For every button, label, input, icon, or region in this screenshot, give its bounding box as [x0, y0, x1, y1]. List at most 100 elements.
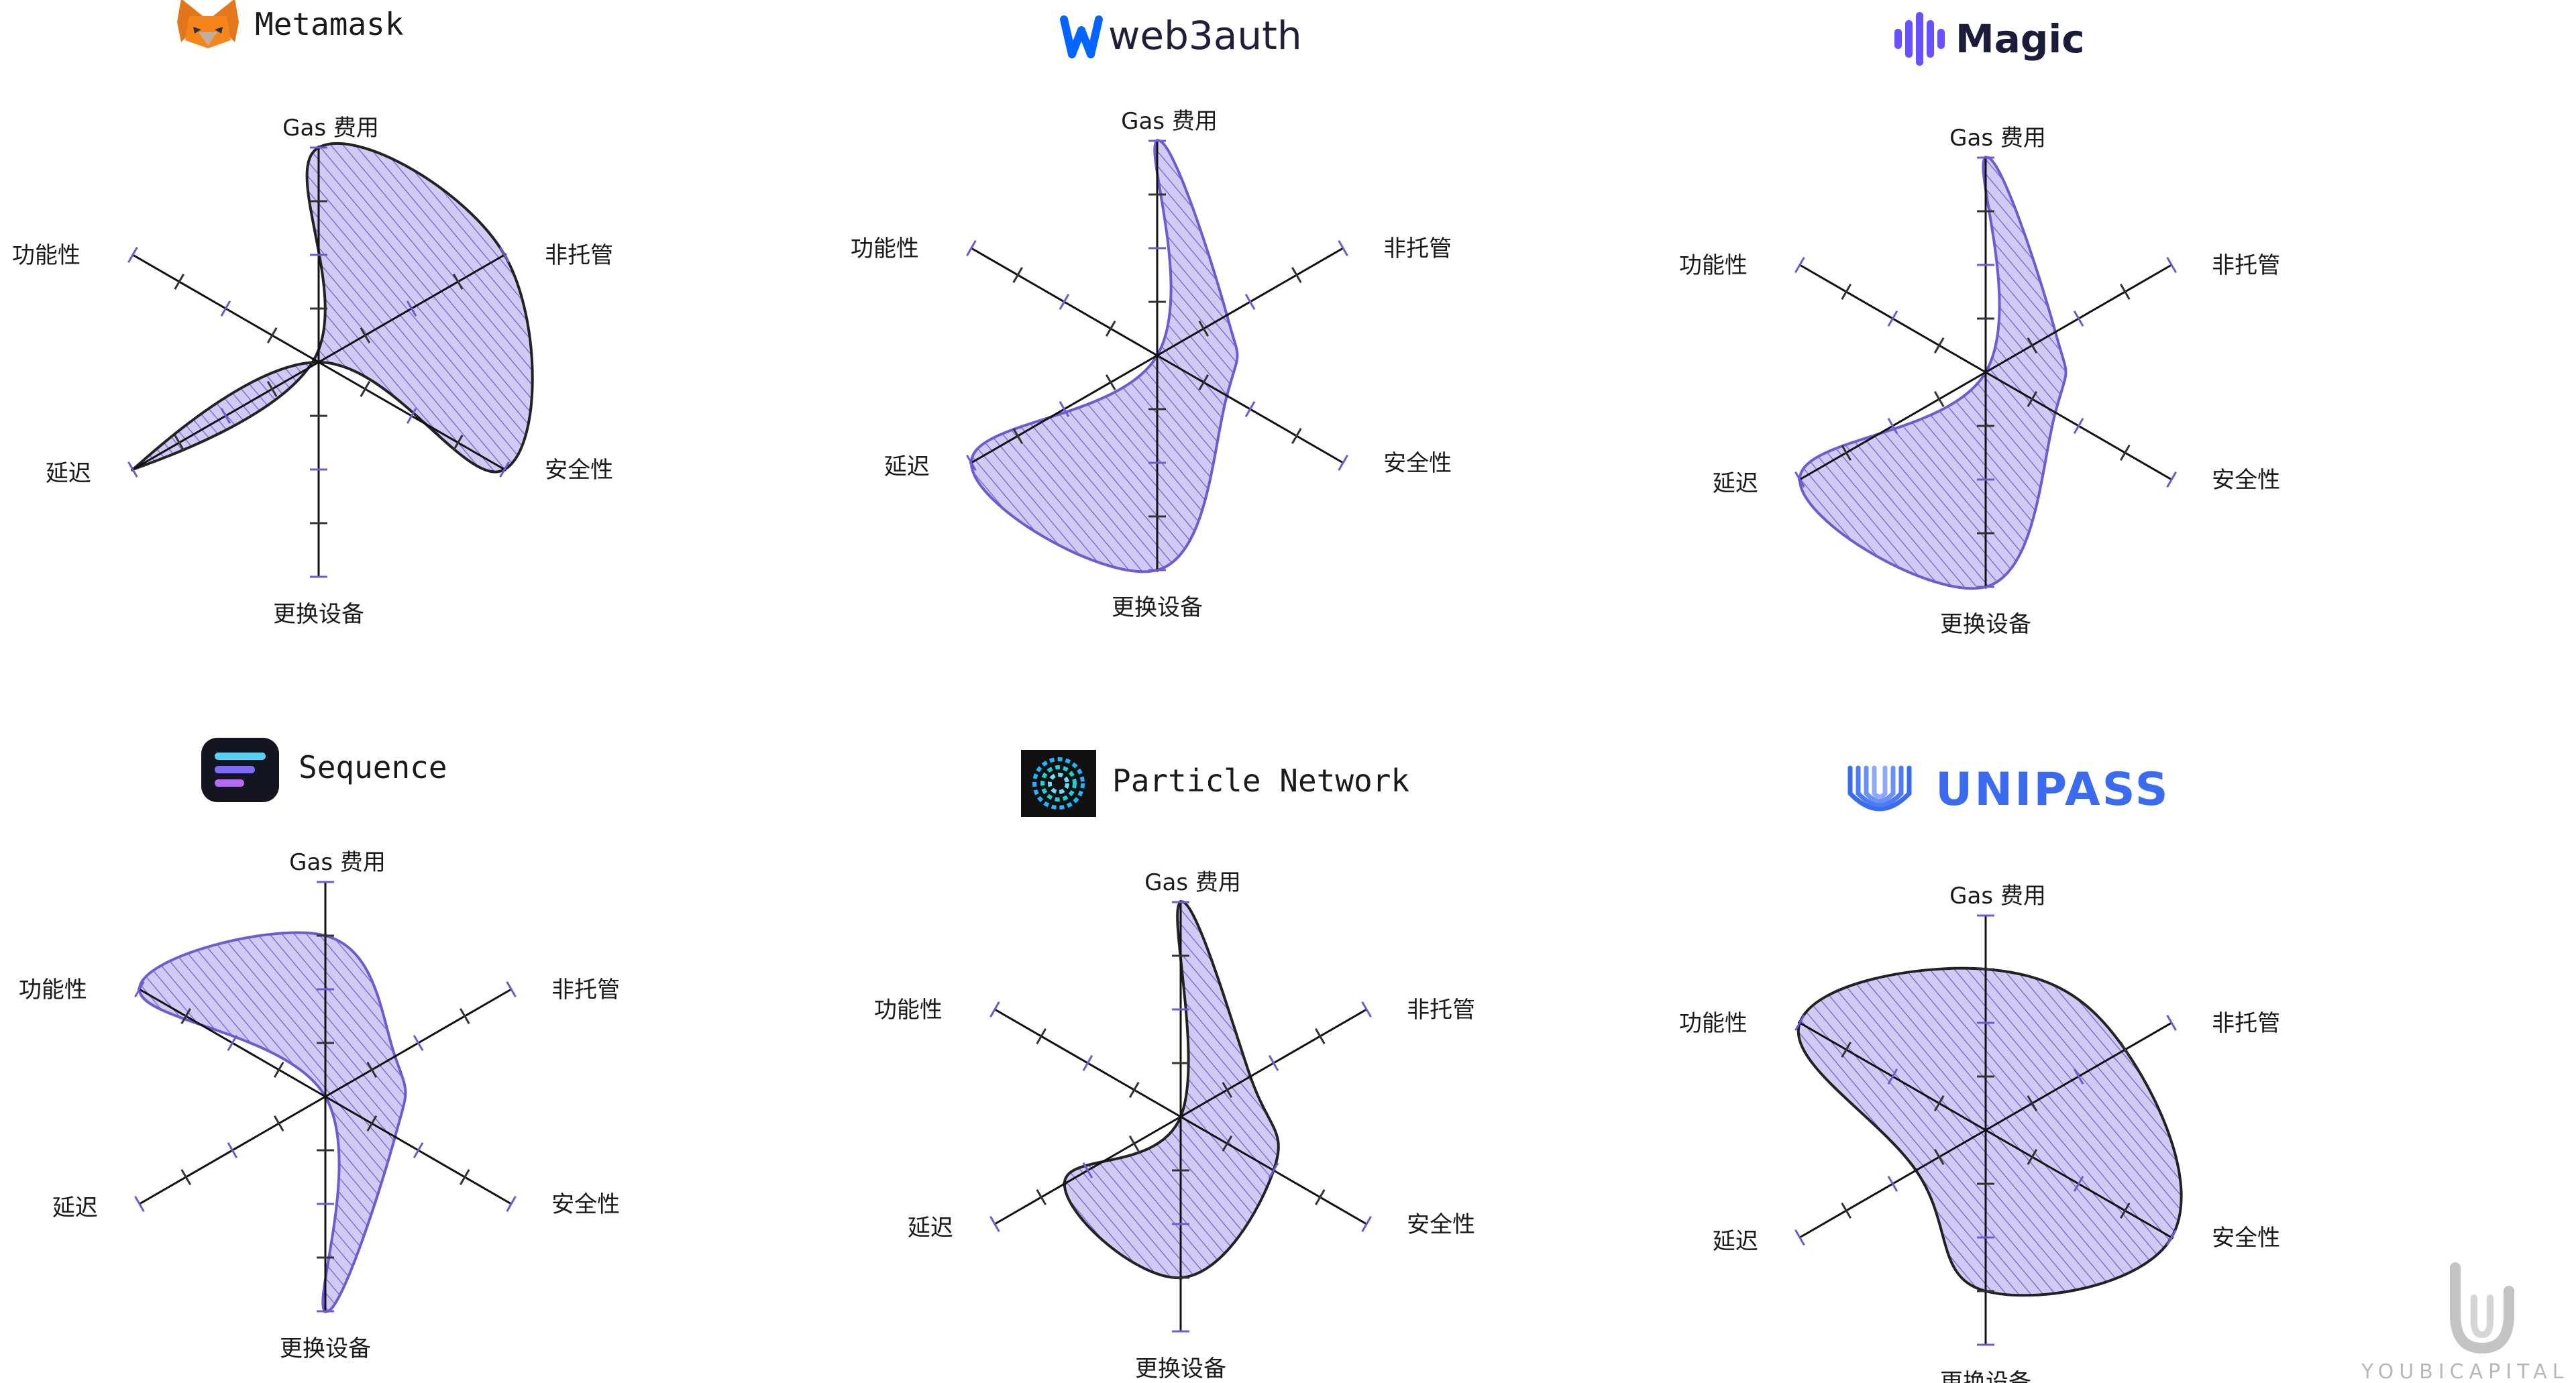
axis-function-label: 功能性: [12, 242, 80, 269]
axis-tick: [1314, 1188, 1326, 1206]
axis-tick: [1198, 320, 1210, 337]
axis-tick: [1794, 1229, 1805, 1246]
axis-tick: [1291, 427, 1302, 445]
axis-tick: [134, 981, 145, 998]
axis-noncustodial-label: 非托管: [551, 977, 620, 1003]
axis-gas-label: Gas 费用: [1949, 883, 2046, 909]
brand-name: UNIPASS: [1935, 763, 2170, 816]
axis-tick: [1887, 1068, 1898, 1085]
axis-tick: [459, 1168, 470, 1186]
axis-tick: [459, 1007, 470, 1025]
axis-tick: [2166, 1014, 2177, 1032]
axis-tick: [1887, 1175, 1898, 1193]
axis-tick: [2119, 444, 2131, 461]
axis-tick: [1128, 1081, 1140, 1099]
axis-function-label: 功能性: [874, 997, 943, 1024]
axis-tick: [966, 239, 977, 257]
axis-tick: [1794, 256, 1805, 274]
axis-tick: [360, 380, 371, 398]
axis-tick: [2166, 256, 2177, 274]
axis-tick: [174, 273, 185, 290]
axis-tick: [360, 327, 371, 344]
axis-tick: [366, 1061, 378, 1078]
axis-tick: [1361, 1215, 1372, 1233]
metamask-fox-icon: [177, 0, 239, 48]
axis-tick: [1198, 374, 1210, 391]
axis-noncustodial-label: 非托管: [2212, 1010, 2280, 1037]
axis-tick: [1082, 1162, 1093, 1179]
axis-tick: [1059, 293, 1070, 311]
axis-tick: [1268, 1162, 1279, 1179]
youbi-u-logo-icon: [2450, 1262, 2514, 1354]
axis-tick: [1244, 293, 1256, 311]
axis-tick: [1291, 266, 1302, 284]
axis-function-label: 功能性: [851, 235, 919, 262]
sequence-lines-icon: [201, 738, 279, 802]
web3auth-w-icon: [1060, 15, 1103, 58]
axis-tick: [1244, 400, 1256, 418]
youbi-watermark: YOUBICAPITAL: [2361, 1262, 2563, 1383]
axis-tick: [220, 407, 231, 425]
axis-gas-label: Gas 费用: [282, 115, 379, 142]
axis-tick: [966, 454, 977, 472]
axis-function-label: 功能性: [19, 977, 87, 1003]
axis-tick: [2027, 1148, 2038, 1166]
axis-tick: [1841, 1202, 1852, 1219]
axis-tick: [1128, 1135, 1140, 1152]
axis-tick: [1841, 283, 1852, 300]
axis-tick: [2166, 1229, 2177, 1246]
axis-tick: [1933, 1095, 1945, 1112]
axis-tick: [1268, 1054, 1279, 1072]
axis-security-label: 安全性: [545, 457, 613, 484]
unipass-fingerprint-icon: [1847, 765, 1912, 812]
axis-tick: [2166, 471, 2177, 488]
brand-name: Particle Network: [1112, 763, 1409, 799]
axis-tick: [1082, 1054, 1093, 1072]
axis-tick: [1887, 310, 1898, 327]
axis-tick: [127, 461, 138, 478]
axis-security-label: 安全性: [2212, 1225, 2280, 1252]
axis-device-label: 更换设备: [1135, 1356, 1226, 1382]
axis-tick: [2027, 390, 2038, 408]
axis-tick: [1222, 1081, 1233, 1099]
axis-security-label: 安全性: [551, 1191, 620, 1218]
axis-tick: [2073, 417, 2084, 435]
axis-tick: [1105, 374, 1116, 391]
axis-tick: [2073, 1175, 2084, 1193]
axis-gas-label: Gas 费用: [289, 849, 386, 876]
radar-area: [131, 142, 534, 474]
axis-latency-label: 延迟: [908, 1215, 953, 1241]
axis-tick: [180, 1168, 192, 1186]
axis-function-label: 功能性: [1679, 1010, 1748, 1037]
axis-tick: [1222, 1135, 1233, 1152]
axis-security-label: 安全性: [2212, 467, 2280, 494]
axis-tick: [227, 1034, 238, 1052]
axis-noncustodial-label: 非托管: [545, 242, 613, 269]
particle-rings-icon: [1021, 750, 1096, 817]
axis-tick: [506, 1195, 517, 1213]
axis-tick: [220, 300, 231, 317]
axis-tick: [273, 1115, 284, 1132]
axis-tick: [1933, 337, 1945, 354]
axis-tick: [1933, 390, 1945, 408]
axis-tick: [1361, 1001, 1372, 1018]
axis-device-label: 更换设备: [1112, 594, 1203, 621]
axis-device-label: 更换设备: [1940, 1369, 2031, 1383]
axis-tick: [452, 434, 464, 451]
radar-area: [969, 139, 1239, 573]
brand-name: Sequence: [299, 749, 447, 785]
axis-latency-label: 延迟: [1713, 1228, 1758, 1255]
axis-tick: [1036, 1028, 1047, 1045]
axis-noncustodial-label: 非托管: [2212, 252, 2280, 279]
axis-security-label: 安全性: [1407, 1211, 1475, 1238]
axis-tick: [499, 246, 510, 264]
axis-latency-label: 延迟: [1713, 470, 1758, 497]
axis-tick: [1841, 1041, 1852, 1058]
axis-tick: [2073, 310, 2084, 327]
axis-gas-label: Gas 费用: [1121, 108, 1218, 135]
axis-tick: [1794, 471, 1805, 488]
axis-noncustodial-label: 非托管: [1383, 235, 1452, 262]
axis-tick: [413, 1034, 424, 1052]
